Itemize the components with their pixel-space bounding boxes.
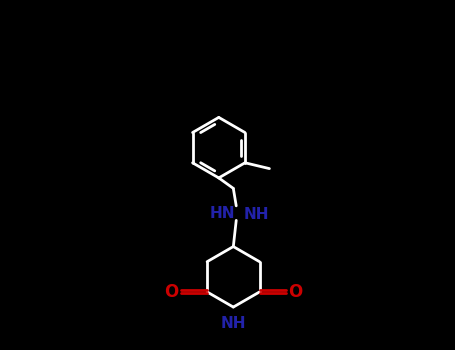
Text: NH: NH (243, 207, 269, 222)
Text: NH: NH (221, 316, 246, 331)
Text: O: O (288, 283, 303, 301)
Text: HN: HN (210, 206, 235, 221)
Text: O: O (164, 283, 178, 301)
